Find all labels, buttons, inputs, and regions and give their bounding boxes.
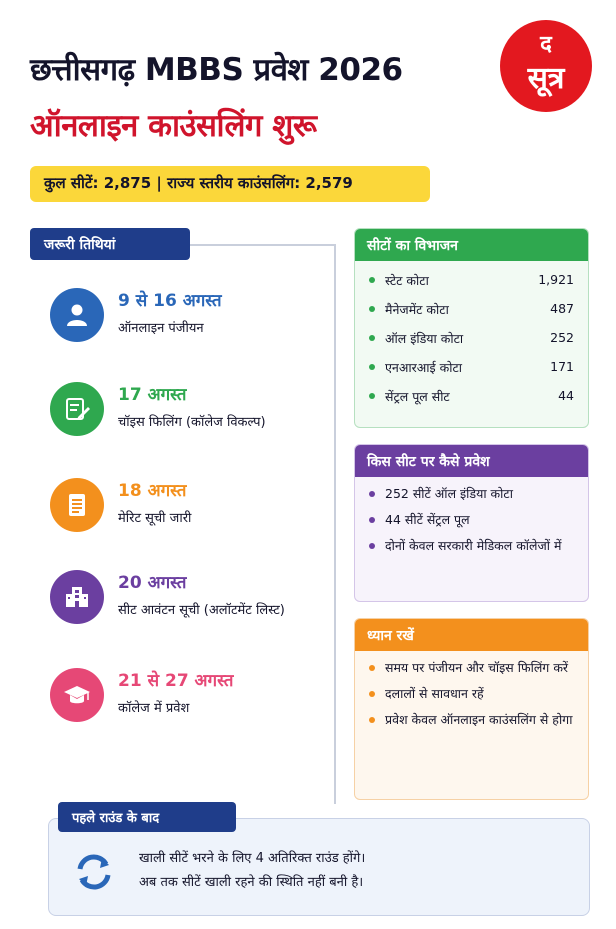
list-item: दोनों केवल सरकारी मेडिकल कॉलेजों में [369,535,574,557]
row-value: 171 [550,359,574,374]
date-label: 18 अगस्त [118,481,187,501]
admission-heading: किस सीट पर कैसे प्रवेश [355,445,588,477]
list-item: 44 सीटें सेंट्रल पूल [369,509,574,531]
date-label: 20 अगस्त [118,573,187,593]
date-item-choice-filling: 17 अगस्त चॉइस फिलिंग (कॉलेज विकल्प) [50,380,340,440]
list-item: दलालों से सावधान रहें [369,683,574,705]
row-label: स्टेट कोटा [385,273,429,288]
list-item: ऑल इंडिया कोटा 252 [369,325,574,354]
logo-text-top: द [540,32,552,57]
building-icon [50,570,104,624]
list-item: स्टेट कोटा 1,921 [369,267,574,296]
brand-logo: द सूत्र [500,20,592,112]
dates-divider [190,244,336,246]
logo-text-bottom: सूत्र [527,61,565,96]
list-item: समय पर पंजीयन और चॉइस फिलिंग करें [369,657,574,679]
row-label: मैनेजमेंट कोटा [385,302,449,317]
row-value: 44 [558,388,574,403]
date-label: 9 से 16 अगस्त [118,291,222,311]
after-round-heading: पहले राउंड के बाद [58,802,236,832]
date-description: ऑनलाइन पंजीयन [118,321,204,336]
date-item-merit-list: 18 अगस्त मेरिट सूची जारी [50,476,340,536]
row-value: 487 [550,301,574,316]
admission-info-box: किस सीट पर कैसे प्रवेश 252 सीटें ऑल इंडि… [354,444,589,602]
date-item-college-admission: 21 से 27 अगस्त कॉलेज में प्रवेश [50,666,340,726]
dates-heading: जरूरी तिथियां [30,228,190,260]
note-heading: ध्यान रखें [355,619,588,651]
seat-breakup-box: सीटों का विभाजन स्टेट कोटा 1,921 मैनेजमें… [354,228,589,428]
date-item-registration: 9 से 16 अगस्त ऑनलाइन पंजीयन [50,286,340,346]
list-item: प्रवेश केवल ऑनलाइन काउंसलिंग से होगा [369,709,574,731]
dates-divider-vertical [334,244,336,804]
user-icon [50,288,104,342]
seat-breakup-heading: सीटों का विभाजन [355,229,588,261]
date-description: मेरिट सूची जारी [118,511,192,526]
form-edit-icon [50,382,104,436]
seat-summary-bar: कुल सीटें: 2,875 | राज्य स्तरीय काउंसलिं… [30,166,430,202]
refresh-icon [71,849,117,899]
row-value: 1,921 [538,272,574,287]
date-description: सीट आवंटन सूची (अलॉटमेंट लिस्ट) [118,603,285,618]
row-value: 252 [550,330,574,345]
date-item-seat-allotment: 20 अगस्त सीट आवंटन सूची (अलॉटमेंट लिस्ट) [50,568,340,628]
date-description: कॉलेज में प्रवेश [118,701,190,716]
list-item: एनआरआई कोटा 171 [369,354,574,383]
date-label: 21 से 27 अगस्त [118,671,234,691]
note-box: ध्यान रखें समय पर पंजीयन और चॉइस फिलिंग … [354,618,589,800]
after-round-line-2: अब तक सीटें खाली रहने की स्थिति नहीं बनी… [139,875,364,890]
graduation-cap-icon [50,668,104,722]
after-round-box: खाली सीटें भरने के लिए 4 अतिरिक्त राउंड … [48,818,590,916]
row-label: एनआरआई कोटा [385,360,462,375]
date-label: 17 अगस्त [118,385,187,405]
document-list-icon [50,478,104,532]
list-item: सेंट्रल पूल सीट 44 [369,383,574,412]
list-item: मैनेजमेंट कोटा 487 [369,296,574,325]
row-label: सेंट्रल पूल सीट [385,389,450,404]
list-item: 252 सीटें ऑल इंडिया कोटा [369,483,574,505]
after-round-line-1: खाली सीटें भरने के लिए 4 अतिरिक्त राउंड … [139,851,366,866]
page-title: छत्तीसगढ़ MBBS प्रवेश 2026 [30,52,403,88]
page-subtitle: ऑनलाइन काउंसलिंग शुरू [30,108,317,144]
date-description: चॉइस फिलिंग (कॉलेज विकल्प) [118,415,266,430]
row-label: ऑल इंडिया कोटा [385,331,464,346]
